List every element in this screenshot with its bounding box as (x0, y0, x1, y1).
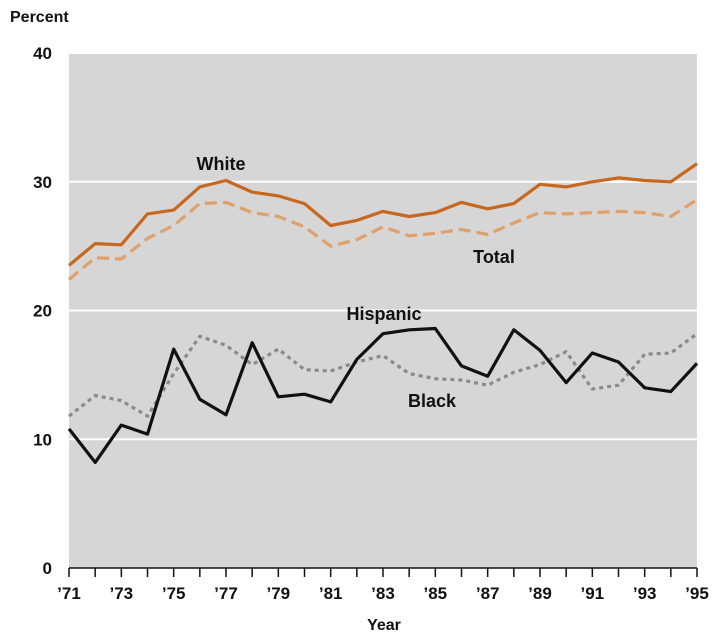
x-axis-ticks: ’71 ’73 ’75 ’77 ’79 ’81 ’83 ’85 ’87 ’89 ’91 ’93 ’95 (57, 568, 709, 603)
series-line-black (68, 332, 698, 418)
x-tick-label-1971: ’71 (57, 584, 81, 603)
y-tick-label-30: 30 (33, 173, 52, 192)
series-label-black: Black (408, 391, 457, 411)
x-tick-label-1981: ’81 (319, 584, 343, 603)
y-tick-label-0: 0 (43, 559, 52, 578)
x-tick-label-1977: ’77 (214, 584, 238, 603)
series-line-white (67, 162, 698, 267)
series-label-total: Total (473, 247, 515, 267)
y-tick-label-40: 40 (33, 44, 52, 63)
y-tick-label-20: 20 (33, 302, 52, 321)
x-tick-label-1995: ’95 (685, 584, 709, 603)
x-tick-label-1993: ’93 (633, 584, 657, 603)
series-label-hispanic: Hispanic (346, 304, 421, 324)
series-lines (67, 162, 699, 464)
x-tick-label-1973: ’73 (110, 584, 134, 603)
x-tick-label-1991: ’91 (581, 584, 605, 603)
x-tick-label-1989: ’89 (528, 584, 552, 603)
x-axis-title: Year (367, 617, 401, 634)
y-tick-label-10: 10 (33, 430, 52, 449)
y-axis-title: Percent (10, 9, 69, 26)
x-tick-label-1975: ’75 (162, 584, 186, 603)
series-label-white: White (197, 154, 246, 174)
y-axis-ticks: 0 10 20 30 40 (33, 44, 52, 578)
x-tick-label-1985: ’85 (424, 584, 448, 603)
x-tick-label-1979: ’79 (267, 584, 291, 603)
x-tick-label-1983: ’83 (371, 584, 395, 603)
x-tick-label-1987: ’87 (476, 584, 500, 603)
series-line-hispanic (67, 326, 699, 464)
